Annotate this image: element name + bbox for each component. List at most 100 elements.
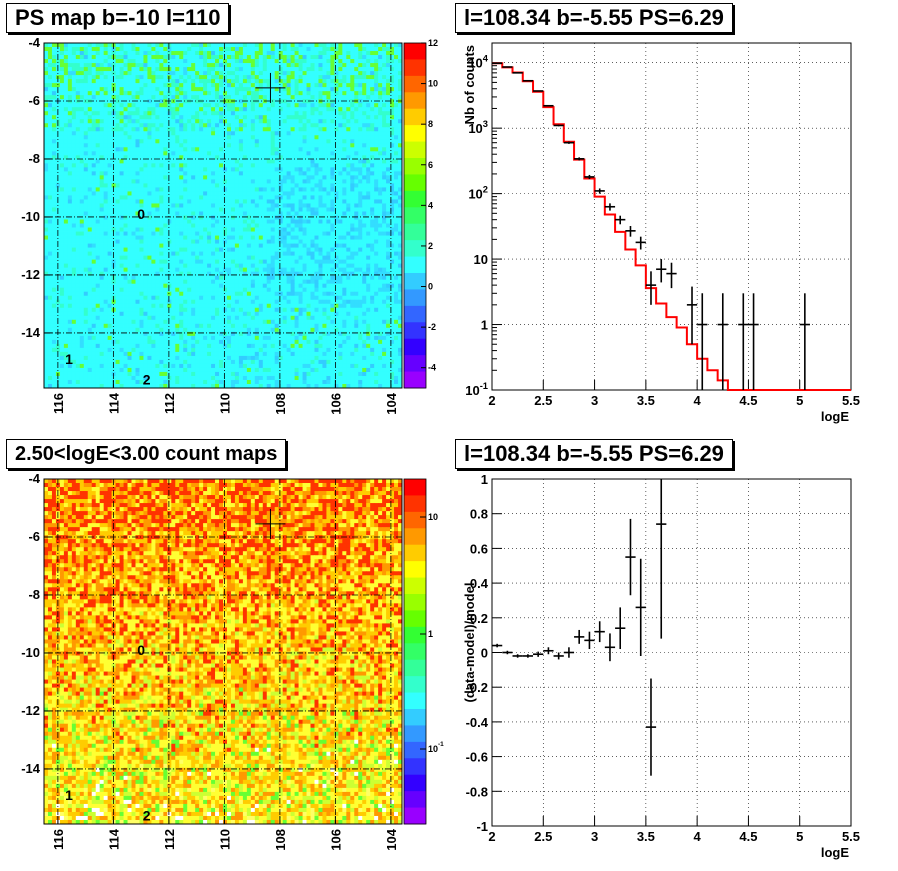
source-label: 2: [143, 807, 151, 823]
x-tick-label: 116: [51, 393, 66, 414]
residual-chart: 2 2.5 3 3.5 4 4.5 5 5.5-1-0.8-0.6-0.4-0.200.20.…: [449, 436, 898, 871]
x-tick-label: 5: [796, 829, 803, 844]
count-map-chart: 116 114 112 110 108 106 104-4-6-8-10-12-140121…: [0, 436, 449, 871]
x-tick-label: 5.5: [842, 393, 860, 408]
colorbar-label: -2: [428, 322, 436, 332]
count-map-title: 2.50<logE<3.00 count maps: [6, 439, 286, 469]
y-tick-label: -14: [21, 325, 41, 340]
x-tick-label: 110: [217, 829, 232, 850]
colorbar: [404, 479, 426, 825]
colorbar-segment: [404, 174, 426, 191]
colorbar-segment: [404, 224, 426, 241]
y-tick-label: 102: [468, 185, 488, 202]
heatmap-cells: [44, 479, 402, 824]
colorbar-segment: [404, 322, 426, 339]
x-tick-label: 112: [162, 393, 177, 414]
colorbar-segment: [404, 578, 426, 595]
colorbar-segment: [404, 240, 426, 257]
ps-map-chart: 116 114 112 110 108 106 104-4-6-8-10-12-140121…: [0, 0, 449, 435]
y-tick-label: 0: [481, 646, 488, 661]
y-tick-label: 0.6: [470, 541, 488, 556]
x-tick-label: 106: [328, 829, 343, 851]
data-point: [533, 91, 543, 92]
source-label: 2: [143, 371, 151, 387]
x-tick-label: 5.5: [842, 829, 860, 844]
y-tick-label: -0.8: [466, 784, 488, 799]
colorbar-label: 2: [428, 241, 433, 251]
x-tick-label: 108: [273, 829, 288, 851]
data-point: [513, 73, 523, 74]
y-tick-label: -10: [21, 645, 40, 660]
colorbar-segment: [404, 775, 426, 792]
colorbar-segment: [404, 479, 426, 496]
data-point: [543, 105, 553, 106]
x-tick-label: 106: [328, 393, 343, 415]
y-tick-label: -4: [28, 471, 40, 486]
x-tick-label: 114: [106, 392, 121, 414]
y-tick-label: -0.4: [466, 715, 489, 730]
data-point: [502, 67, 512, 68]
colorbar-segment: [404, 627, 426, 644]
y-tick-label: 10: [474, 252, 488, 267]
colorbar-segment: [404, 92, 426, 109]
x-tick-label: 3: [591, 829, 598, 844]
plot-frame: [492, 43, 851, 390]
ps-map-title: PS map b=-10 l=110: [6, 3, 229, 33]
colorbar-label: -4: [428, 363, 436, 373]
colorbar-label: 12: [428, 38, 438, 48]
colorbar: [404, 43, 426, 389]
x-tick-label: 4: [694, 829, 702, 844]
residual-title: l=108.34 b=-5.55 PS=6.29: [455, 439, 733, 469]
y-tick-label: 1: [481, 318, 488, 333]
x-tick-label: 2.5: [534, 393, 552, 408]
colorbar-segment: [404, 257, 426, 274]
colorbar-segment: [404, 142, 426, 159]
colorbar-segment: [404, 758, 426, 775]
y-tick-label: -1: [476, 819, 488, 834]
colorbar-label: 4: [428, 200, 433, 210]
colorbar-segment: [404, 594, 426, 611]
x-tick-label: 104: [384, 392, 399, 414]
data-point: [554, 125, 564, 127]
y-tick-label: 0.8: [470, 507, 488, 522]
y-tick-label: -14: [21, 761, 41, 776]
colorbar-segment: [404, 372, 426, 389]
source-label: 1: [65, 351, 73, 367]
colorbar-segment: [404, 725, 426, 742]
x-tick-label: 4.5: [739, 393, 757, 408]
y-tick-label: -0.6: [466, 750, 488, 765]
x-tick-label: 4: [694, 393, 702, 408]
colorbar-segment: [404, 808, 426, 825]
y-axis-label: Nb of counts: [462, 45, 477, 124]
x-tick-label: 116: [51, 829, 66, 850]
y-tick-label: -8: [28, 151, 40, 166]
source-label: 1: [65, 787, 73, 803]
colorbar-segment: [404, 528, 426, 545]
x-tick-label: 3: [591, 393, 598, 408]
colorbar-segment: [404, 693, 426, 710]
y-tick-label: -12: [21, 703, 40, 718]
plot-frame: [492, 479, 851, 826]
x-tick-label: 114: [106, 828, 121, 850]
colorbar-label: 6: [428, 160, 433, 170]
x-axis-label: logE: [821, 845, 849, 860]
y-tick-label: -6: [28, 93, 40, 108]
residual-panel: 2 2.5 3 3.5 4 4.5 5 5.5 -1 -0.8 -0.6 -0.4 -0.2 0 0.2 0.…: [449, 436, 898, 871]
colorbar-label: 8: [428, 119, 433, 129]
ps-map-panel: 116 114 112 110 108 106 104 -4 -6 -8 -10 -12 -14 0 1 2 1…: [0, 0, 449, 435]
colorbar-segment: [404, 676, 426, 693]
x-tick-label: 108: [273, 393, 288, 415]
colorbar-label: 10-1: [428, 741, 444, 754]
y-tick-label: -8: [28, 587, 40, 602]
colorbar-segment: [404, 125, 426, 142]
colorbar-segment: [404, 339, 426, 356]
colorbar-segment: [404, 495, 426, 512]
x-tick-label: 3.5: [637, 393, 655, 408]
colorbar-label: 10: [428, 512, 438, 522]
colorbar-segment: [404, 709, 426, 726]
spectrum-title: l=108.34 b=-5.55 PS=6.29: [455, 3, 733, 33]
heatmap-cells: [44, 43, 402, 388]
x-tick-label: 3.5: [637, 829, 655, 844]
colorbar-segment: [404, 306, 426, 323]
colorbar-segment: [404, 207, 426, 224]
